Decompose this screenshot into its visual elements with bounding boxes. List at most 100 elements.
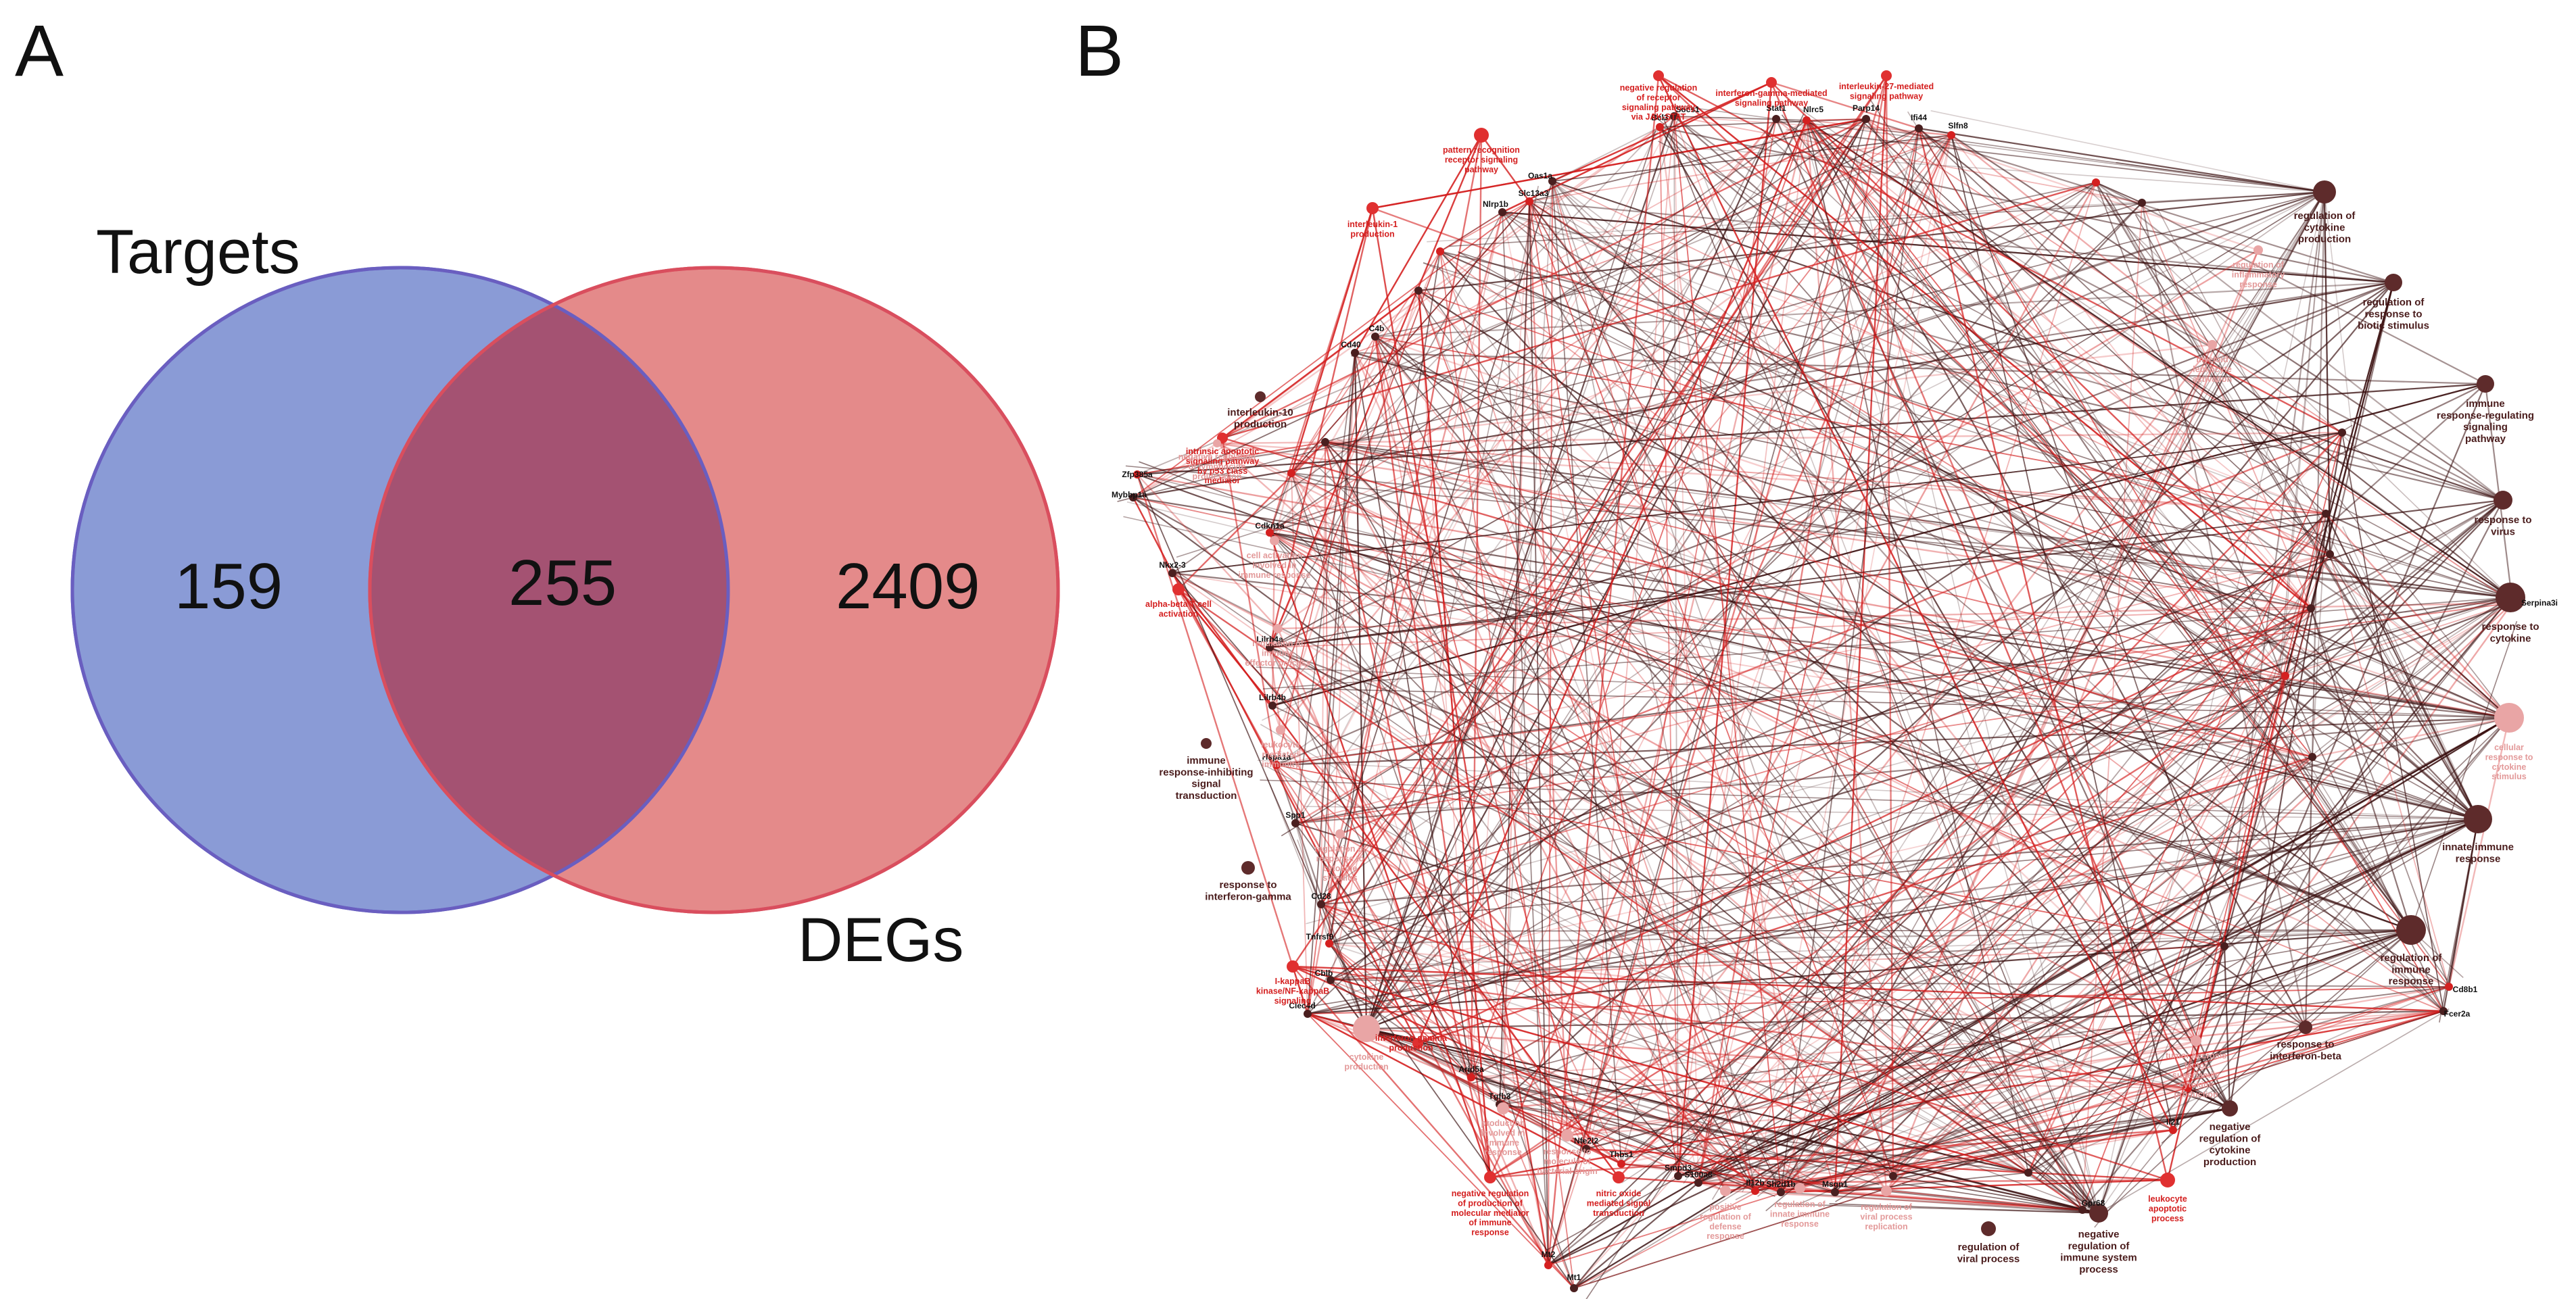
term-label-t-neg-reg-il: negative regulation of lymphocyte prolifer… (1178, 452, 1256, 481)
network-edge (1295, 823, 1330, 944)
network-edge (2161, 929, 2412, 1144)
network-edge (1137, 473, 2510, 719)
gene-node-cblb (1327, 976, 1335, 984)
network-edge (2329, 554, 2450, 987)
network-edge (1471, 134, 1952, 1078)
network-edge (1902, 1183, 2099, 1214)
network-edge (1137, 383, 2486, 476)
network-edge (1499, 1104, 1782, 1193)
network-edge (1804, 133, 2099, 1214)
network-edge (1439, 212, 1503, 252)
network-edge (1269, 532, 1894, 1177)
network-edge (1661, 114, 2099, 1214)
gene-label-cdkn1a: Cdkn1a (1255, 521, 1285, 531)
network-edge (1418, 290, 1782, 1193)
network-edge (1346, 597, 2511, 996)
term-label-t-innate-imm-resp2: regulation of innate immune response (1770, 1200, 1830, 1229)
network-edge (1366, 202, 2143, 1029)
gene-node-nkx2-3 (1168, 569, 1176, 577)
network-edge (1292, 965, 2444, 1012)
network-edge (1375, 281, 2394, 338)
network-edge (1892, 1175, 2083, 1210)
network-edge (2325, 512, 2511, 599)
network-edge (1552, 81, 1772, 182)
network-edge (1806, 118, 1867, 121)
network-edge (2098, 518, 2327, 1214)
gene-label-lilrb4a: Lilrb4a (1256, 635, 1283, 644)
gene-node-tlr3 (1436, 247, 1444, 255)
network-edge (1320, 904, 1622, 1165)
term-label-t-reg-cyt-prod: regulation of cytokine production (2294, 210, 2356, 245)
network-edge (1621, 1039, 2197, 1165)
network-edge (1176, 191, 2325, 558)
gene-node-arid5a (1467, 1073, 1475, 1081)
network-edge (1272, 705, 2174, 1131)
network-edge (1930, 110, 2325, 193)
gene-label-fcer2a: Fcer2a (2444, 1009, 2471, 1019)
network-edge (1439, 251, 1756, 1192)
network-edge (1863, 126, 2325, 193)
network-edge (1552, 180, 2306, 1028)
network-edge (1354, 351, 2486, 385)
network-edge (1366, 1027, 1587, 1150)
network-edge (1585, 118, 1777, 1150)
network-edge (1320, 904, 1836, 1193)
network-edge (1834, 75, 1888, 1193)
term-label-t-cytokine-prod: cytokine production (1344, 1052, 1388, 1071)
network-edge (1291, 472, 1308, 1014)
term-node-t-innate-immune (2464, 805, 2492, 833)
network-edge (2098, 1008, 2450, 1214)
network-edge (1216, 431, 2343, 445)
network-edge (1875, 929, 2412, 1170)
gene-node-parp14 (1862, 115, 1870, 123)
network-edge (2323, 191, 2331, 555)
term-label-t-imm-resp-inhib: immune response-inhibiting signal transduct… (1159, 755, 1253, 802)
term-node-t-reg-resp-biotic (2385, 274, 2402, 291)
network-edge (1618, 432, 2343, 1178)
term-node-t-viral-replication (1881, 1185, 1892, 1196)
network-edge (1329, 943, 1622, 1165)
network-edge (1769, 929, 2412, 1186)
network-edge (1417, 290, 1492, 1178)
network-edge (1145, 475, 2479, 820)
network-edge (1329, 251, 1441, 944)
network-edge (1132, 497, 2231, 1109)
network-edge (1673, 116, 2479, 820)
network-edge (1806, 120, 2511, 598)
network-edge (1792, 103, 2511, 598)
network-edge (1886, 756, 2313, 1192)
network-edge (1585, 134, 1952, 1150)
network-edge (1162, 561, 2099, 1214)
network-edge (1374, 336, 1492, 1178)
network-edge (1375, 336, 2327, 514)
network-edge (2323, 191, 2331, 555)
network-edge (1269, 191, 2325, 649)
network-edge (2195, 602, 2513, 1041)
network-edge (1325, 441, 2479, 820)
network-edge (1532, 195, 2479, 820)
network-edge (1320, 904, 2029, 1173)
network-edge (2166, 675, 2287, 1181)
network-edge (1585, 116, 1675, 1150)
network-edge (2223, 946, 2231, 1109)
term-label-t-reg-immune-eff: regulation of immune effector process (1245, 639, 1310, 668)
gene-label-smpd3: Smpd3 (1665, 1163, 1692, 1173)
network-edge (2141, 202, 2307, 1028)
gene-label-tnfrsf9: Tnfrsf9 (1306, 932, 1334, 941)
network-edge (1835, 818, 2479, 1202)
network-edge (1306, 597, 2511, 925)
term-label-t-il1-prod: interleukin-1 production (1347, 220, 1398, 239)
network-edge (1307, 202, 2143, 1014)
network-edge (1834, 499, 2504, 1193)
network-edge (1621, 1163, 2083, 1210)
network-edge (1834, 1129, 2174, 1193)
venn-degs-border (368, 266, 1060, 914)
network-edge (1354, 134, 1483, 353)
network-edge (2187, 1010, 2444, 1089)
network-edge (1735, 818, 2479, 1200)
network-edge (1673, 116, 2143, 203)
gene-node-mt2 (1544, 1261, 1552, 1269)
network-edge (1137, 441, 1326, 475)
network-edge (1771, 82, 2312, 609)
